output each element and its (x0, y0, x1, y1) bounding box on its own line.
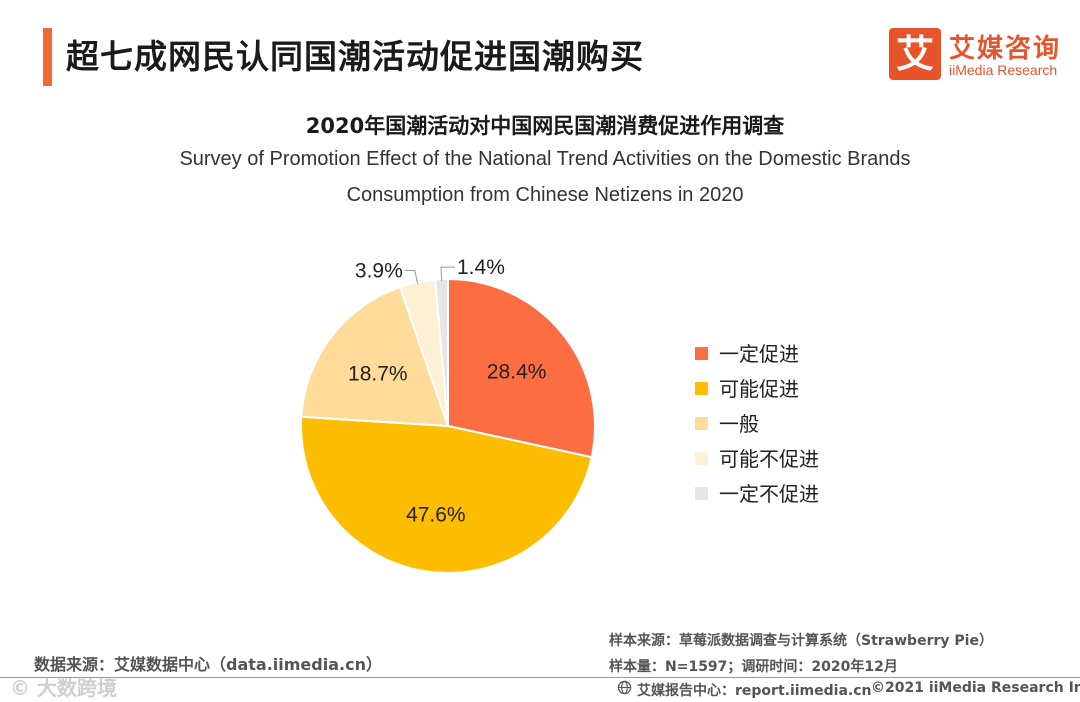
legend-swatch (695, 347, 708, 360)
chart-title: 2020年国潮活动对中国网民国潮消费促进作用调查 (305, 114, 785, 138)
chart-subtitle-line2: Consumption from Chinese Netizens in 202… (346, 184, 744, 206)
report-center-text: 艾媒报告中心：report.iimedia.cn (637, 683, 872, 699)
pie-slice-label-2: 47.6% (406, 503, 466, 526)
logo-text-cn: 艾媒咨询 (949, 34, 1062, 64)
page-title: 超七成网民认同国潮活动促进国潮购买 (66, 37, 644, 76)
globe-icon (617, 680, 632, 695)
watermark: © 大数跨境 (10, 676, 117, 700)
legend-label: 一定促进 (719, 342, 799, 366)
legend-swatch (695, 487, 708, 500)
leader-line-5 (440, 266, 456, 282)
legend-label: 一般 (719, 412, 759, 436)
logo-mark: 艾 (889, 28, 941, 80)
sample-source: 样本来源：草莓派数据调查与计算系统（Strawberry Pie） (609, 633, 993, 649)
legend-label: 一定不促进 (719, 482, 819, 506)
report-center: 艾媒报告中心：report.iimedia.cn (617, 680, 872, 700)
footer-divider (0, 677, 1080, 678)
pie-slice-label-4: 3.9% (355, 260, 403, 283)
pie-slice-label-1: 28.4% (487, 361, 547, 384)
pie-slice-2 (300, 415, 593, 574)
pie-slice-label-3: 18.7% (348, 363, 408, 386)
legend-label: 可能不促进 (719, 447, 819, 471)
legend-swatch (695, 417, 708, 430)
legend-swatch (695, 382, 708, 395)
iimedia-logo: 艾 艾媒咨询 iiMedia Research (889, 28, 1064, 84)
logo-text-en: iiMedia Research (949, 62, 1058, 78)
legend-swatch (695, 452, 708, 465)
legend-label: 可能促进 (719, 377, 799, 401)
sample-size: 样本量：N=1597；调研时间：2020年12月 (609, 659, 898, 675)
chart-subtitle-line1: Survey of Promotion Effect of the Nation… (179, 148, 911, 170)
pie-slice-label-5: 1.4% (457, 256, 505, 279)
copyright: ©2021 iiMedia Research Inc (871, 680, 1080, 696)
pie-slice-1 (447, 277, 596, 459)
leader-line-4 (404, 270, 419, 285)
data-source: 数据来源：艾媒数据中心（data.iimedia.cn） (34, 655, 382, 674)
title-accent-bar (43, 28, 52, 86)
